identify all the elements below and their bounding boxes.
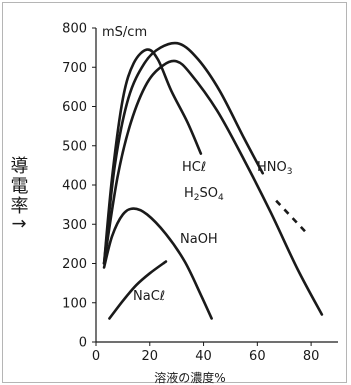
y-tick-label: 600 [62,100,87,115]
x-axis-ticks: 0 20 40 60 80 [92,342,320,364]
series-label-naoh: NaOH [180,232,218,247]
series-line-hno [102,41,265,265]
x-tick-label: 20 [142,349,159,364]
x-axis-label: 溶液の濃度% [154,370,225,385]
y-tick-label: 700 [62,61,87,76]
series-label-hno3: HNO3 [257,160,292,177]
x-tick-label: 40 [195,349,212,364]
series-label-hcl: HCℓ [182,160,206,175]
y-tick-label: 100 [62,296,87,311]
series-extrapolation-hno [275,199,307,233]
x-tick-label: 0 [92,349,100,364]
series-line-naoh [102,207,213,320]
y-tick-label: 500 [62,139,87,154]
x-tick-label: 80 [303,349,320,364]
series-label-nacl: NaCℓ [133,289,165,304]
y-tick-label: 400 [62,179,87,194]
y-tick-label: 200 [62,257,87,272]
y-tick-label: 300 [62,218,87,233]
y-tick-label: 0 [79,336,87,351]
y-unit-label: mS/cm [102,25,147,40]
figure-frame [2,2,347,383]
series-layer [102,41,324,320]
series-label-h2so4: H2SO4 [184,186,224,203]
series-line-h-so [102,59,324,316]
y-axis-ticks: 0 100 200 300 400 500 600 700 800 [62,22,96,351]
y-axis-label: 導電率↑ [8,156,29,233]
series-line-nac [108,260,168,320]
y-tick-label: 800 [62,22,87,37]
x-tick-label: 60 [249,349,266,364]
